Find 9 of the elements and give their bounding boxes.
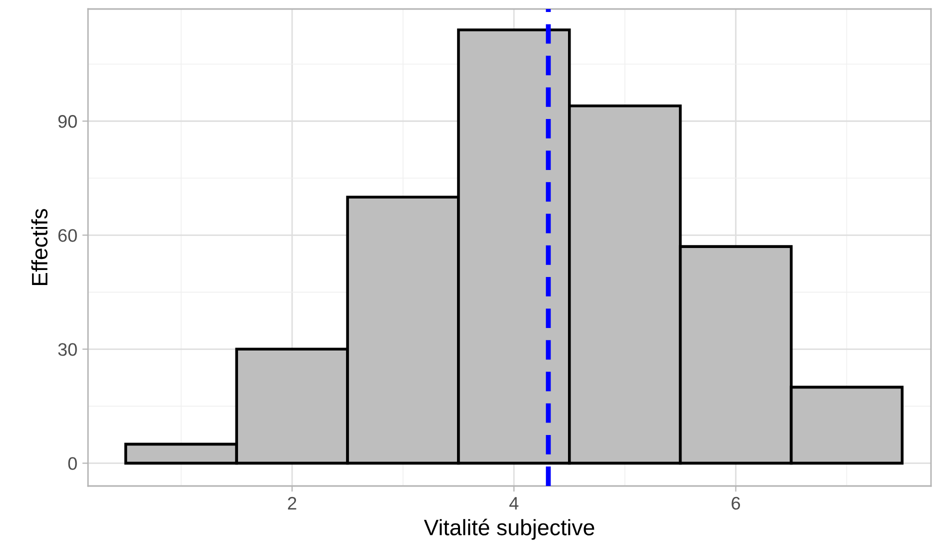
y-tick-label: 0 [68, 457, 77, 470]
x-axis-title: Vitalité subjective [424, 518, 594, 540]
y-axis-title: Effectifs [31, 208, 48, 285]
y-tick-label: 30 [58, 343, 77, 356]
x-tick-label: 6 [732, 496, 740, 510]
y-tick-label: 90 [58, 115, 77, 128]
x-tick-label: 4 [509, 497, 518, 510]
y-tick-label: 60 [58, 229, 77, 242]
x-tick-label: 2 [288, 496, 296, 510]
